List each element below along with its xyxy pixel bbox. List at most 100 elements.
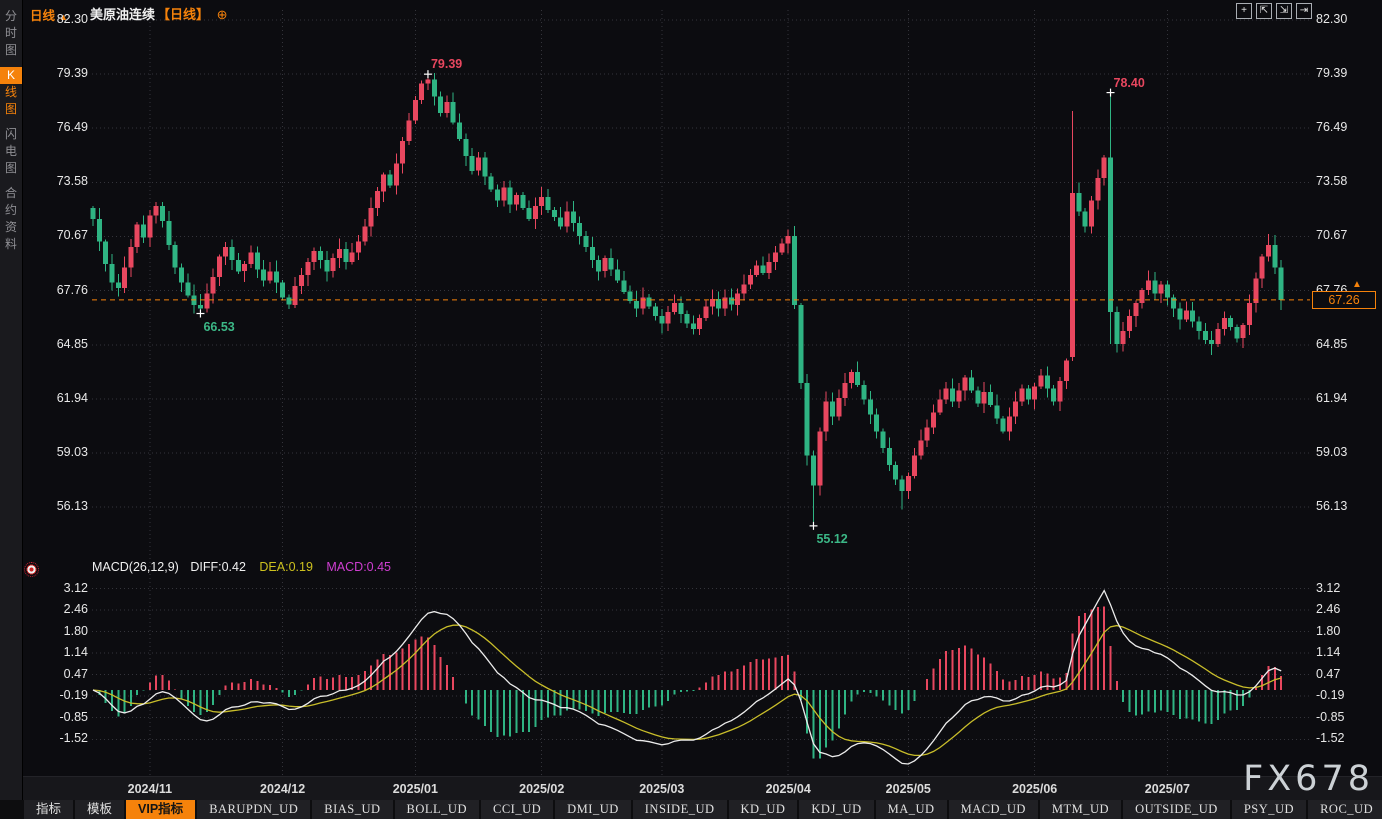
axis-tick-label: 2.46 (63, 602, 88, 617)
indicator-button[interactable]: KDJ_UD (799, 800, 874, 819)
axis-tick-label: 1.80 (1316, 623, 1341, 638)
indicator-button[interactable]: INSIDE_UD (632, 800, 727, 819)
axis-tick-label: 73.58 (1316, 174, 1348, 189)
indicator-button[interactable]: DMI_UD (555, 800, 631, 819)
candle (659, 308, 665, 334)
candle (855, 361, 861, 387)
indicator-button[interactable]: MACD_UD (948, 800, 1038, 819)
indicator-settings-icon[interactable] (24, 562, 39, 577)
axis-tick-label: 67.76 (56, 282, 88, 297)
axis-tick-label: 3.12 (1316, 580, 1341, 595)
candle (615, 259, 621, 283)
candle (355, 235, 361, 261)
candle (1177, 302, 1183, 330)
candle (867, 391, 873, 424)
candle (823, 391, 829, 442)
candle (1240, 323, 1246, 348)
candle (1139, 287, 1145, 309)
indicator-button[interactable]: MA_UD (875, 800, 947, 819)
axis-tick-label: 59.03 (1316, 445, 1348, 460)
macd-diff-value: DIFF:0.42 (190, 560, 246, 574)
candle (343, 242, 349, 270)
candle (709, 289, 715, 315)
expand-right-icon[interactable]: ⇥ (1296, 3, 1312, 19)
candle (115, 274, 121, 297)
chart-header: 美原油连续 【日线】 ⊕ (90, 4, 228, 23)
candle (229, 239, 235, 270)
candle (627, 285, 633, 304)
candle (785, 229, 791, 254)
candle (362, 219, 368, 246)
indicator-button[interactable]: MTM_UD (1039, 800, 1122, 819)
candle (273, 260, 279, 293)
toolbar-tab[interactable]: 模板 (75, 800, 125, 819)
candle (1171, 294, 1177, 318)
candle (1120, 321, 1126, 352)
crosshair-move-icon[interactable]: + (1236, 3, 1252, 19)
macd-title: MACD(26,12,9) (92, 560, 179, 574)
last-price-arrow-icon: ▲ (1352, 279, 1362, 290)
candle (848, 369, 854, 389)
candle (539, 186, 545, 215)
chevron-up-icon: ▲ (59, 12, 68, 22)
x-axis-scale-icon[interactable]: ⇲ (1276, 3, 1292, 19)
candle (526, 200, 532, 222)
time-axis-label: 2025/06 (1012, 782, 1058, 796)
chart-canvas[interactable] (0, 0, 1382, 800)
candle (874, 408, 880, 439)
candle (924, 419, 930, 447)
timeframe-selector[interactable]: 日线 ▲ (30, 5, 68, 24)
candle (608, 248, 614, 276)
axis-tick-label: 2.46 (1316, 602, 1341, 617)
sidebar-item-tab[interactable]: 分时图 (0, 8, 22, 59)
candle (722, 289, 728, 316)
candle (431, 73, 437, 106)
candle (1114, 306, 1120, 353)
indicator-button[interactable]: BARUPDN_UD (197, 800, 311, 819)
candle (337, 238, 342, 269)
indicator-button[interactable]: CCI_UD (480, 800, 554, 819)
candle (393, 153, 399, 195)
macd-header: MACD(26,12,9) DIFF:0.42 DEA:0.19 MACD:0.… (92, 560, 391, 574)
watermark: FX678 (1243, 759, 1374, 799)
indicator-button[interactable]: BIAS_UD (312, 800, 393, 819)
candle (1152, 271, 1158, 301)
axis-tick-label: -0.85 (59, 709, 89, 724)
indicator-button[interactable]: KD_UD (728, 800, 798, 819)
candle (223, 242, 229, 265)
candle (918, 429, 924, 460)
candle (703, 299, 709, 322)
candle (684, 310, 690, 328)
axis-tick-label: 0.47 (1316, 666, 1341, 681)
candle (956, 383, 962, 408)
sidebar-item-tab[interactable]: 合约资料 (0, 185, 22, 253)
symbol-title: 美原油连续 (90, 7, 156, 22)
candle (381, 172, 387, 202)
candle (1019, 384, 1025, 406)
axis-tick-label: 70.67 (1316, 228, 1348, 243)
candle (103, 239, 109, 272)
candle (1209, 331, 1215, 355)
indicator-button[interactable]: PSY_UD (1231, 800, 1307, 819)
candle (374, 187, 380, 216)
toolbar-tab[interactable]: 指标 (24, 800, 74, 819)
indicator-button[interactable]: BOLL_UD (394, 800, 479, 819)
sidebar-item-tab[interactable]: 闪电图 (0, 126, 22, 177)
chart-settings-icon[interactable]: ⊕ (216, 7, 228, 22)
candle (457, 113, 463, 142)
candle (166, 210, 172, 251)
candle (311, 247, 317, 271)
y-axis-scale-icon[interactable]: ⇱ (1256, 3, 1272, 19)
time-axis-label: 2025/01 (392, 782, 438, 796)
candle (741, 274, 747, 301)
indicator-button[interactable]: ROC_UD (1308, 800, 1382, 819)
candle (690, 315, 696, 335)
candle (1259, 253, 1265, 288)
indicator-button[interactable]: OUTSIDE_UD (1123, 800, 1230, 819)
vip-indicators-button[interactable]: VIP指标 (126, 800, 196, 819)
candle (886, 437, 892, 471)
candle (318, 246, 323, 269)
candle (570, 201, 576, 232)
